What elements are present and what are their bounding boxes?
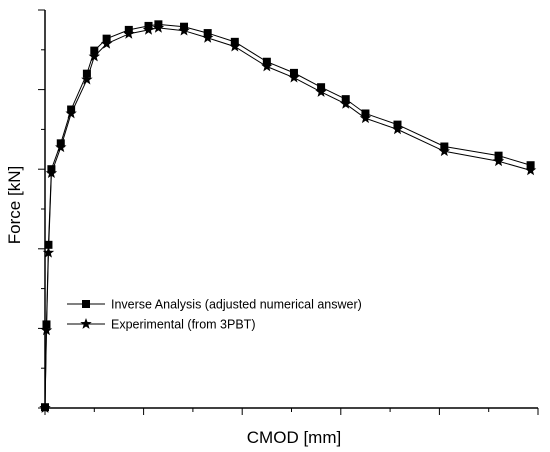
data-point <box>81 73 93 85</box>
data-point <box>123 27 135 39</box>
data-point <box>42 246 55 258</box>
data-point <box>39 402 51 413</box>
legend: Inverse Analysis (adjusted numerical ans… <box>67 298 362 332</box>
series-line <box>44 23 531 408</box>
legend-item: Experimental (from 3PBT) <box>67 318 255 332</box>
data-point <box>492 155 505 167</box>
data-point <box>100 37 113 49</box>
legend-label: Experimental (from 3PBT) <box>111 318 255 332</box>
data-point <box>315 85 327 97</box>
legend-swatch-marker <box>82 300 90 308</box>
data-point <box>201 31 214 43</box>
series-inverse-analysis <box>41 20 535 412</box>
data-point <box>142 23 155 35</box>
data-point <box>340 97 352 109</box>
data-point <box>65 107 77 119</box>
data-point <box>261 60 273 72</box>
data-point <box>178 24 190 36</box>
data-point <box>88 50 101 62</box>
data-point <box>359 112 372 124</box>
data-point <box>288 71 300 83</box>
legend-label: Inverse Analysis (adjusted numerical ans… <box>111 298 362 312</box>
data-point <box>438 145 451 157</box>
legend-swatch-marker <box>80 318 92 329</box>
data-point <box>55 141 67 153</box>
series-experimental <box>39 21 537 413</box>
data-point <box>229 40 241 52</box>
data-point <box>40 324 53 336</box>
data-point <box>524 164 537 176</box>
series-line <box>44 27 531 409</box>
legend-item: Inverse Analysis (adjusted numerical ans… <box>67 298 362 312</box>
series-layer <box>39 20 537 413</box>
data-point <box>152 21 165 33</box>
data-point <box>391 123 404 135</box>
data-point <box>45 167 58 179</box>
y-axis-title: Force [kN] <box>5 166 24 244</box>
x-axis-title: CMOD [mm] <box>247 428 341 447</box>
axes <box>38 9 539 415</box>
